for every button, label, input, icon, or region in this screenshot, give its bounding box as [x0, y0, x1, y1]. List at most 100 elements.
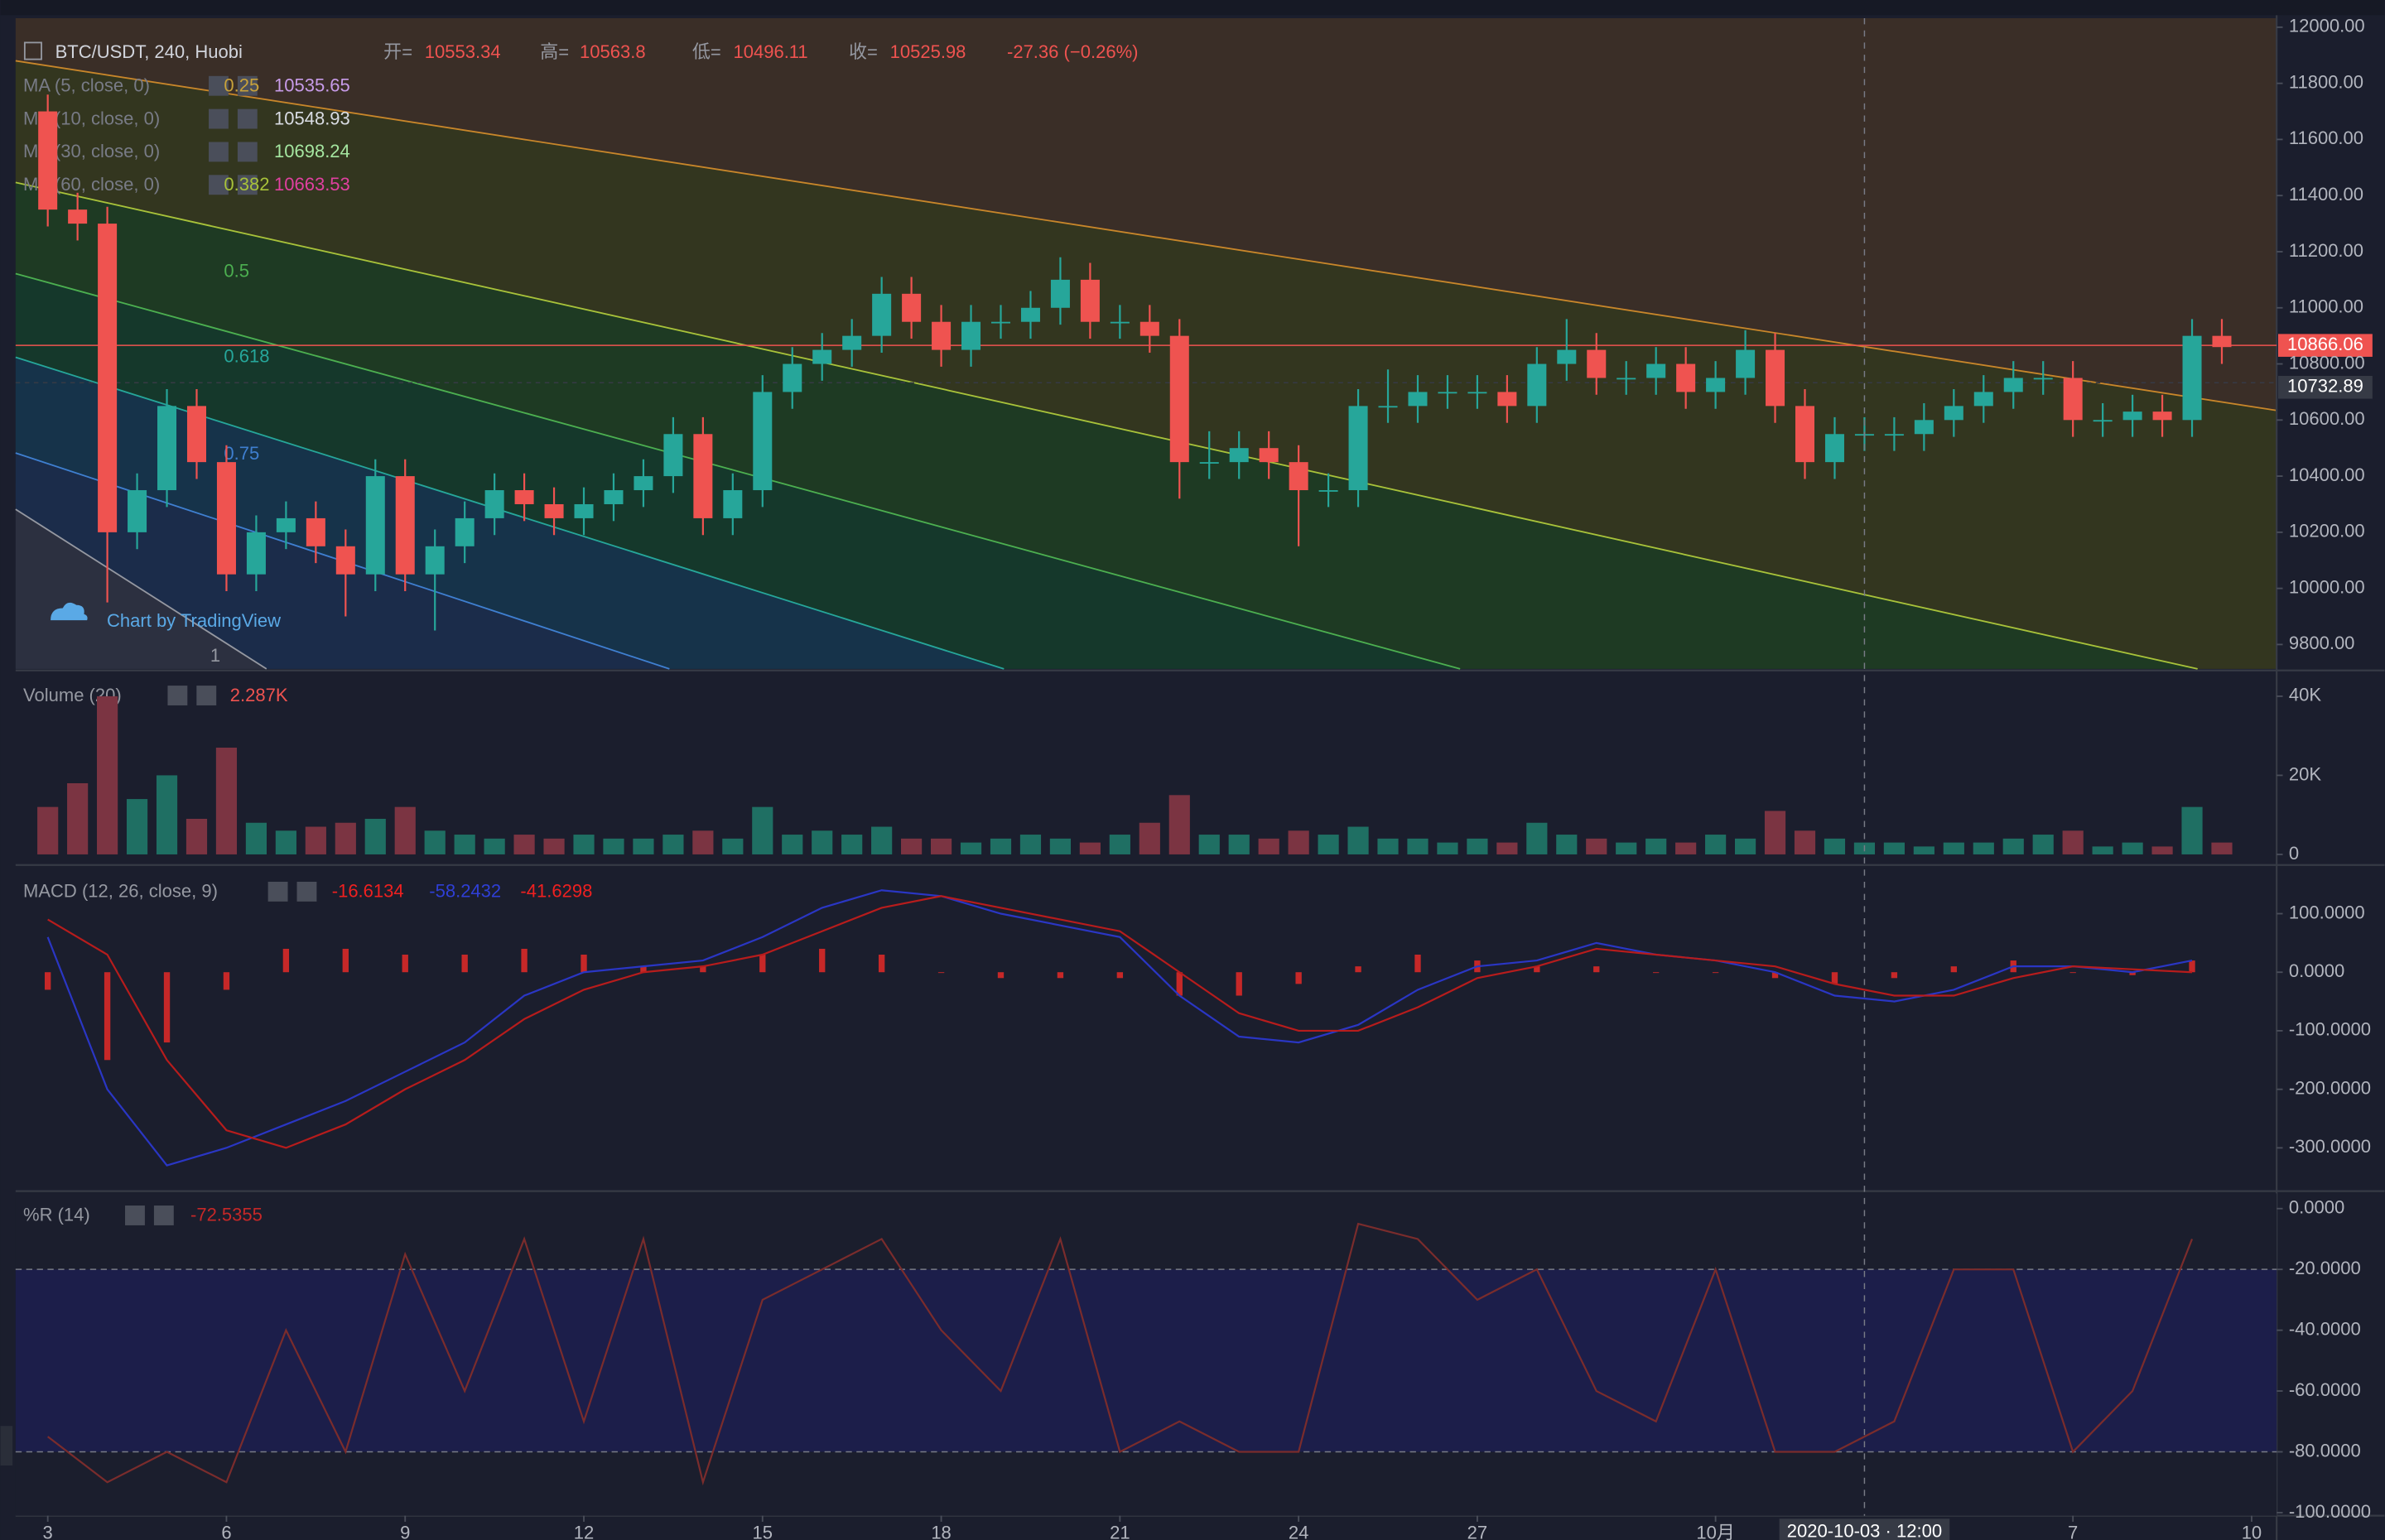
candle-body [276, 517, 296, 532]
y-tick-label: 11800.00 [2289, 71, 2363, 92]
volume-bar [1883, 842, 1905, 854]
candle-body [365, 476, 385, 575]
candle-body [68, 209, 88, 224]
histogram-bar [521, 948, 528, 973]
candle-body [1199, 462, 1219, 464]
stat-value: 10496.11 [733, 41, 807, 62]
volume-bar [812, 830, 833, 854]
histogram-bar [937, 972, 945, 974]
fib-channel [15, 18, 2277, 670]
panel-close[interactable] [296, 881, 317, 902]
y-tick-label: 10400.00 [2289, 464, 2365, 485]
histogram-bar [2129, 972, 2136, 975]
candle-body [1229, 448, 1249, 463]
volume-bar [1913, 846, 1934, 854]
candle-body [723, 490, 743, 518]
candle-body [1973, 392, 1993, 407]
panel-settings[interactable] [267, 881, 288, 902]
indicator-settings[interactable] [209, 175, 229, 195]
x-tick-label: 24 [1289, 1522, 1309, 1540]
volume-bar [603, 838, 624, 854]
x-tick-label: 10月 [1696, 1522, 1735, 1540]
candle-body [1944, 406, 1963, 421]
candle-body [932, 321, 952, 350]
volume-bar [1318, 835, 1339, 854]
price-tag-label: 10732.89 [2287, 376, 2363, 397]
stat-name: 收= [849, 41, 878, 62]
volume-bar [1616, 842, 1637, 854]
candle-body [663, 434, 683, 477]
histogram-bar [1534, 966, 1540, 973]
indicator-close[interactable] [237, 142, 258, 162]
y-tick-label: -40.0000 [2289, 1318, 2361, 1339]
volume-bar [1198, 835, 1220, 854]
volume-bar [1258, 838, 1279, 854]
candle-body [425, 546, 445, 575]
candle-body [1080, 279, 1100, 322]
candle-body [1884, 434, 1904, 436]
candle-body [872, 293, 892, 336]
candle-body [1378, 406, 1398, 408]
indicator-settings[interactable] [209, 75, 229, 96]
volume-bar [1526, 822, 1548, 854]
volume-bar [1586, 838, 1607, 854]
candle-body [128, 490, 147, 532]
histogram-bar [1712, 972, 1719, 974]
candle-body [246, 532, 266, 575]
y-tick-label: -20.0000 [2289, 1258, 2361, 1278]
volume-bar [1467, 838, 1488, 854]
volume-bar [1019, 835, 1042, 854]
histogram-bar [1176, 972, 1183, 996]
fib-band [15, 60, 2277, 669]
fib-band [15, 18, 2277, 411]
y-tick-label: -80.0000 [2289, 1440, 2361, 1461]
candle-body [1348, 406, 1368, 491]
volume-bar [633, 838, 654, 854]
candle-body [38, 111, 58, 210]
volume-bar [1079, 842, 1101, 854]
histogram-bar [461, 955, 468, 973]
histogram-bar [1831, 972, 1838, 984]
legend-value: -72.5355 [190, 1205, 263, 1225]
x-tick-label: 6 [221, 1522, 231, 1540]
side-toggle[interactable] [0, 1426, 13, 1466]
fib-label: 1 [210, 645, 220, 666]
indicator-settings[interactable] [209, 142, 229, 162]
volume-bar [37, 806, 59, 854]
candle-body [216, 462, 236, 575]
volume-bar [1437, 842, 1458, 854]
volume-bar [1675, 842, 1697, 854]
candle-body [1467, 392, 1487, 394]
indicator-close[interactable] [237, 75, 258, 96]
y-tick-label: 10000.00 [2289, 576, 2365, 597]
indicator-settings[interactable] [209, 108, 229, 129]
fib-label: 0.25 [224, 75, 259, 95]
candle-body [990, 321, 1011, 324]
x-tick-label: 21 [1110, 1522, 1130, 1540]
collapse-icon[interactable] [23, 41, 42, 60]
volume-bar [2032, 835, 2054, 854]
y-tick-label: -300.0000 [2289, 1136, 2371, 1157]
panel-close[interactable] [196, 686, 217, 705]
candle-body [1587, 349, 1607, 378]
panel-settings[interactable] [167, 686, 188, 705]
candle-body [1676, 363, 1696, 392]
histogram-bar [1414, 955, 1421, 973]
indicator-close[interactable] [237, 175, 258, 195]
panel-title: %R (14) [23, 1205, 90, 1225]
y-tick-label: 11200.00 [2289, 240, 2363, 261]
y-tick-label: 9800.00 [2289, 633, 2355, 653]
histogram-bar [402, 955, 408, 973]
volume-bar [67, 782, 89, 854]
stat-value: 10563.8 [580, 41, 646, 62]
candle-body [753, 392, 773, 491]
candle-body [1914, 420, 1934, 435]
candle-body [2152, 411, 2172, 421]
panel-close[interactable] [153, 1206, 174, 1225]
volume-bar [1377, 838, 1399, 854]
y-tick-label: 10800.00 [2289, 352, 2365, 373]
panel-settings[interactable] [125, 1206, 145, 1225]
indicator-close[interactable] [237, 108, 258, 129]
candle-body [395, 476, 415, 575]
